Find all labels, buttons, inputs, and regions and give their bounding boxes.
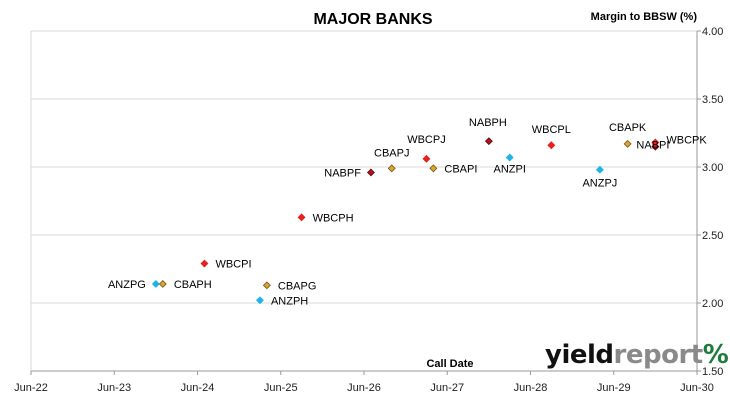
- data-point-wbcpi: [200, 259, 209, 268]
- x-tick-label: Jun-29: [597, 382, 631, 394]
- data-point-wbcpj: [422, 154, 431, 163]
- y-tick-label: 3.00: [702, 162, 723, 174]
- data-point-anzpj: [595, 165, 604, 174]
- data-label-nabpi: NABPI: [636, 140, 669, 152]
- data-label-cbaph: CBAPH: [174, 279, 212, 291]
- gridlines: [31, 30, 697, 304]
- yieldreport-logo: yieldreport%: [545, 340, 729, 372]
- data-label-wbcpj: WBCPJ: [407, 134, 446, 146]
- y-tick-label: 4.00: [702, 26, 723, 38]
- x-tick-label: Jun-25: [264, 382, 298, 394]
- x-tick-label: Jun-22: [14, 382, 48, 394]
- y-tick-label: 2.00: [702, 298, 723, 310]
- data-point-anzpg: [151, 279, 160, 288]
- y-tick-label: 2.50: [702, 230, 723, 242]
- x-tick-label: Jun-23: [97, 382, 131, 394]
- tick-labels: 1.50 2.00 2.50 3.00 3.50 4.00 Jun-22 Jun-23 Jun-…: [14, 26, 723, 394]
- x-tick-label: Jun-30: [680, 382, 714, 394]
- x-tick-label: Jun-27: [430, 382, 464, 394]
- data-point-anzpi: [505, 153, 514, 162]
- data-point-cbapj: [387, 164, 396, 173]
- data-label-wbcpi: WBCPI: [215, 259, 251, 271]
- data-label-nabpf: NABPF: [324, 167, 361, 179]
- data-label-anzpg: ANZPG: [108, 279, 146, 291]
- data-label-anzph: ANZPH: [271, 295, 308, 307]
- data-label-wbcpk: WBCPK: [666, 135, 707, 147]
- data-label-cbapg: CBAPG: [278, 280, 317, 292]
- x-axis-title: Call Date: [426, 358, 473, 370]
- x-tick-label: Jun-28: [514, 382, 548, 394]
- y-tick-label: 1.50: [702, 366, 723, 378]
- axes: [30, 30, 701, 375]
- data-points: [151, 137, 660, 305]
- data-label-anzpi: ANZPI: [493, 163, 525, 175]
- data-point-cbaph: [158, 279, 167, 288]
- x-tick-label: Jun-26: [347, 382, 381, 394]
- logo-text-yield: yield: [545, 340, 614, 370]
- data-point-wbcpl: [547, 141, 556, 150]
- data-point-wbcph: [297, 213, 306, 222]
- data-point-cbapk: [623, 139, 632, 148]
- data-label-anzpj: ANZPJ: [582, 178, 617, 190]
- data-label-wbcph: WBCPH: [313, 212, 354, 224]
- data-label-cbapj: CBAPJ: [374, 147, 409, 159]
- data-label-cbapi: CBAPI: [444, 163, 477, 175]
- data-point-nabph: [484, 137, 493, 146]
- y-axis-title: Margin to BBSW (%): [591, 11, 698, 23]
- data-label-wbcpl: WBCPL: [532, 124, 571, 136]
- data-label-cbapk: CBAPK: [609, 122, 647, 134]
- data-label-nabph: NABPH: [469, 117, 507, 129]
- logo-text-report: report: [613, 340, 704, 370]
- data-point-nabpi: [651, 142, 660, 151]
- x-tick-label: Jun-24: [181, 382, 215, 394]
- data-point-wbcpk: [651, 138, 660, 147]
- data-point-cbapg: [262, 281, 271, 290]
- chart-title: MAJOR BANKS: [313, 11, 432, 28]
- data-point-cbapi: [429, 164, 438, 173]
- data-point-anzph: [255, 296, 264, 305]
- y-tick-label: 3.50: [702, 94, 723, 106]
- logo-percent-icon: %: [702, 340, 729, 370]
- data-point-nabpf: [366, 168, 375, 177]
